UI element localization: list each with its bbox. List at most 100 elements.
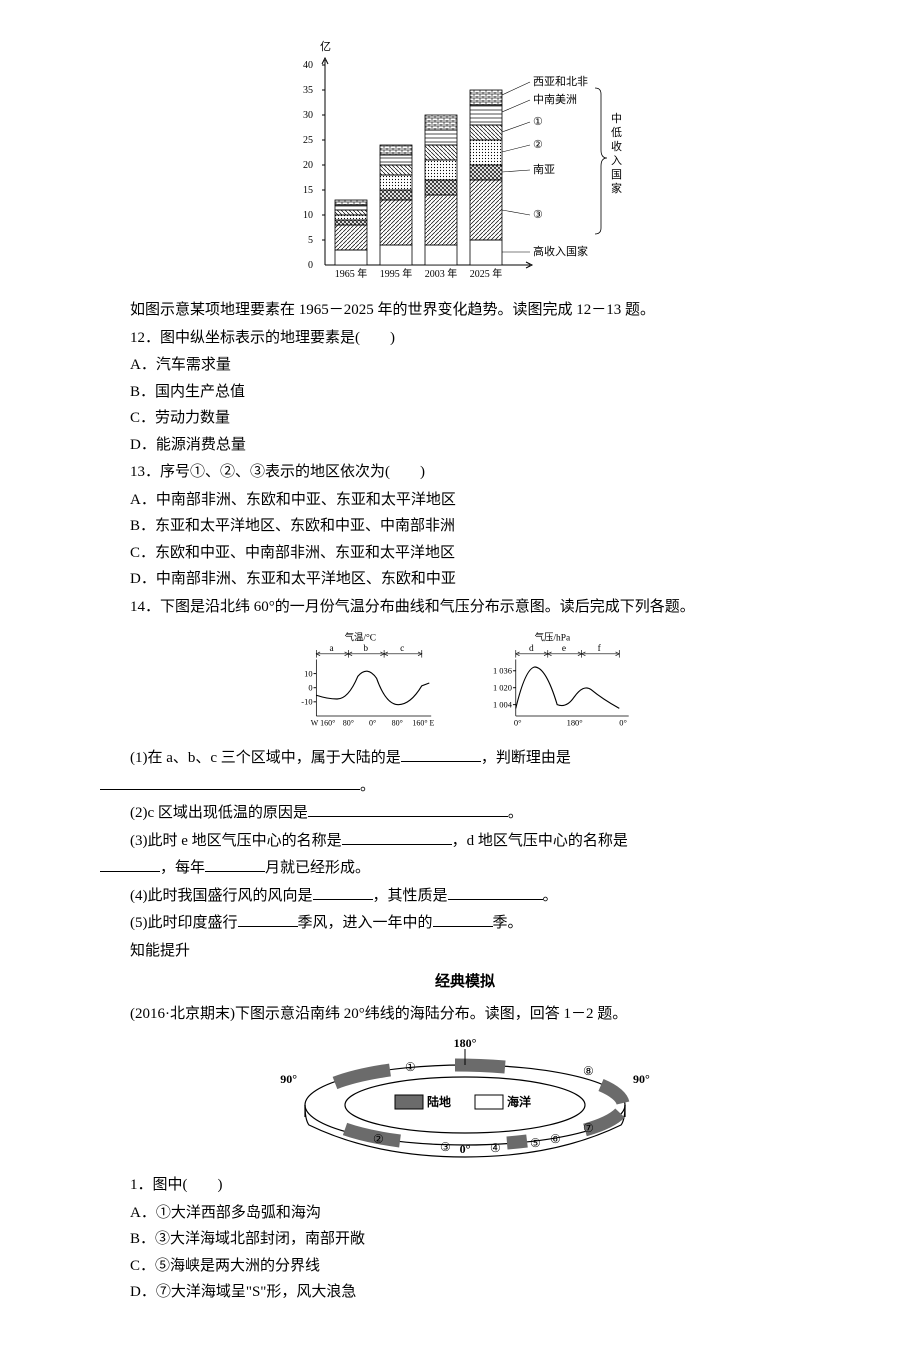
svg-text:180°: 180° [567, 717, 583, 727]
blank[interactable] [100, 775, 360, 790]
svg-text:海洋: 海洋 [507, 1094, 531, 1109]
blank[interactable] [313, 885, 373, 900]
blank[interactable] [100, 857, 160, 872]
svg-text:-10: -10 [301, 697, 312, 707]
temperature-chart: 气温/°C a b c 10 0 -10 [290, 628, 450, 738]
y-ticks: 0 5 10 15 20 25 30 35 40 [303, 60, 325, 271]
svg-text:高收入国家: 高收入国家 [533, 244, 588, 258]
svg-text:90°: 90° [280, 1072, 297, 1086]
blank[interactable] [342, 830, 452, 845]
section-upgrade: 知能提升 [100, 939, 830, 965]
svg-text:1965 年: 1965 年 [335, 267, 368, 280]
intro-12-13: 如图示意某项地理要素在 1965－2025 年的世界变化趋势。读图完成 12－1… [100, 298, 830, 324]
svg-text:气压/hPa: 气压/hPa [535, 632, 571, 644]
svg-text:⑧: ⑧ [583, 1064, 594, 1078]
svg-text:1 004: 1 004 [493, 699, 513, 709]
blank[interactable] [238, 912, 298, 927]
svg-text:家: 家 [611, 181, 622, 195]
svg-text:⑦: ⑦ [583, 1121, 594, 1135]
svg-text:南亚: 南亚 [533, 163, 555, 176]
svg-text:a: a [330, 644, 335, 654]
svg-text:③: ③ [533, 209, 543, 221]
svg-text:160° E: 160° E [412, 718, 434, 727]
q14-sub5-a: (5)此时印度盛行 [130, 915, 238, 931]
svg-text:30: 30 [303, 110, 313, 121]
svg-text:0°: 0° [460, 1142, 471, 1156]
svg-text:②: ② [533, 139, 543, 151]
svg-text:1995 年: 1995 年 [380, 267, 413, 280]
ring-chart: 180° 90° 90° ① ② ③ ④ ⑤ ⑥ ⑦ ⑧ 0° 陆地 海洋 [275, 1035, 655, 1165]
svg-text:0°: 0° [619, 717, 627, 727]
q1-option-a: A．①大洋西部多岛弧和海沟 [100, 1201, 830, 1227]
q13-option-d: D．中南部非洲、东亚和太平洋地区、东欧和中亚 [100, 567, 830, 593]
x-labels: 1965 年 1995 年 2003 年 2025 年 [335, 267, 503, 280]
q14-sub3: (3)此时 e 地区气压中心的名称是，d 地区气压中心的名称是 [100, 829, 830, 855]
svg-text:80°: 80° [343, 718, 354, 727]
q14-sub4-end: 。 [543, 888, 558, 904]
temp-pressure-charts: 气温/°C a b c 10 0 -10 [100, 628, 830, 738]
svg-text:④: ④ [490, 1141, 501, 1155]
section-model: 经典模拟 [100, 970, 830, 996]
svg-text:0°: 0° [514, 717, 522, 727]
svg-text:25: 25 [303, 135, 313, 146]
blank[interactable] [401, 747, 481, 762]
intro-1-2: (2016·北京期末)下图示意沿南纬 20°纬线的海陆分布。读图，回答 1－2 … [100, 1002, 830, 1028]
y-unit-label: 亿 [320, 40, 331, 53]
q13-option-b: B．东亚和太平洋地区、东欧和中亚、中南部非洲 [100, 514, 830, 540]
svg-text:80°: 80° [392, 718, 403, 727]
svg-text:d: d [529, 644, 534, 654]
svg-text:低: 低 [611, 126, 622, 139]
svg-text:5: 5 [308, 235, 313, 246]
svg-text:气温/°C: 气温/°C [345, 632, 376, 644]
q1-option-c: C．⑤海峡是两大洲的分界线 [100, 1254, 830, 1280]
q14-sub4-b: ，其性质是 [373, 888, 448, 904]
blank[interactable] [448, 885, 543, 900]
bar-1965 [335, 200, 367, 265]
svg-text:1 020: 1 020 [493, 683, 512, 693]
q14-sub1-end: 。 [360, 778, 375, 794]
svg-text:⑤: ⑤ [530, 1136, 541, 1150]
svg-text:90°: 90° [633, 1072, 650, 1086]
q14-sub5-c: 季。 [493, 915, 523, 931]
svg-text:10: 10 [304, 668, 312, 678]
blank[interactable] [308, 802, 508, 817]
q14-sub2-end: 。 [508, 805, 523, 821]
stacked-bar-chart: 亿 0 5 10 15 20 25 30 35 40 [295, 40, 635, 290]
q14-sub2-text: (2)c 区域出现低温的原因是 [130, 805, 308, 821]
blank[interactable] [205, 857, 265, 872]
q12-stem: 12．图中纵坐标表示的地理要素是( ) [100, 326, 830, 352]
q14-stem: 14．下图是沿北纬 60°的一月份气温分布曲线和气压分布示意图。读后完成下列各题… [100, 595, 830, 621]
q13-option-a: A．中南部非洲、东欧和中亚、东亚和太平洋地区 [100, 488, 830, 514]
q14-sub5-b: 季风，进入一年中的 [298, 915, 433, 931]
svg-text:国: 国 [611, 168, 622, 181]
q14-sub3-d: 月就已经形成。 [265, 860, 370, 876]
legend: 西亚和北非 中南美洲 ① ② 南亚 ③ 高收入国家 [502, 75, 588, 258]
q14-sub1: (1)在 a、b、c 三个区域中，属于大陆的是 ，判断理由是 [100, 746, 830, 772]
svg-text:35: 35 [303, 85, 313, 96]
q14-sub2: (2)c 区域出现低温的原因是 。 [100, 801, 830, 827]
svg-text:①: ① [533, 116, 543, 128]
blank[interactable] [433, 912, 493, 927]
svg-text:15: 15 [303, 185, 313, 196]
q14-sub1-text: (1)在 a、b、c 三个区域中，属于大陆的是 [130, 750, 401, 766]
q14-sub3-a: (3)此时 e 地区气压中心的名称是 [130, 833, 342, 849]
svg-text:c: c [400, 644, 404, 654]
q14-sub1-line2: 。 [100, 774, 830, 800]
q1-stem: 1．图中( ) [100, 1173, 830, 1199]
svg-text:中: 中 [611, 112, 622, 125]
svg-text:f: f [598, 643, 602, 654]
svg-text:收: 收 [611, 139, 622, 153]
q1-option-b: B．③大洋海域北部封闭，南部开敞 [100, 1227, 830, 1253]
bracket: 中 低 收 入 国 家 [595, 88, 622, 234]
bar-2025 [470, 90, 502, 265]
q14-sub1-after: ，判断理由是 [481, 750, 571, 766]
q14-sub3-line2: ，每年月就已经形成。 [100, 856, 830, 882]
q13-option-c: C．东欧和中亚、中南部非洲、东亚和太平洋地区 [100, 541, 830, 567]
svg-text:40: 40 [303, 60, 313, 71]
svg-text:20: 20 [303, 160, 313, 171]
svg-text:0°: 0° [369, 718, 376, 727]
svg-text:⑥: ⑥ [550, 1132, 561, 1146]
svg-text:0: 0 [308, 260, 313, 271]
svg-text:中南美洲: 中南美洲 [533, 93, 577, 106]
svg-text:2003 年: 2003 年 [425, 267, 458, 280]
